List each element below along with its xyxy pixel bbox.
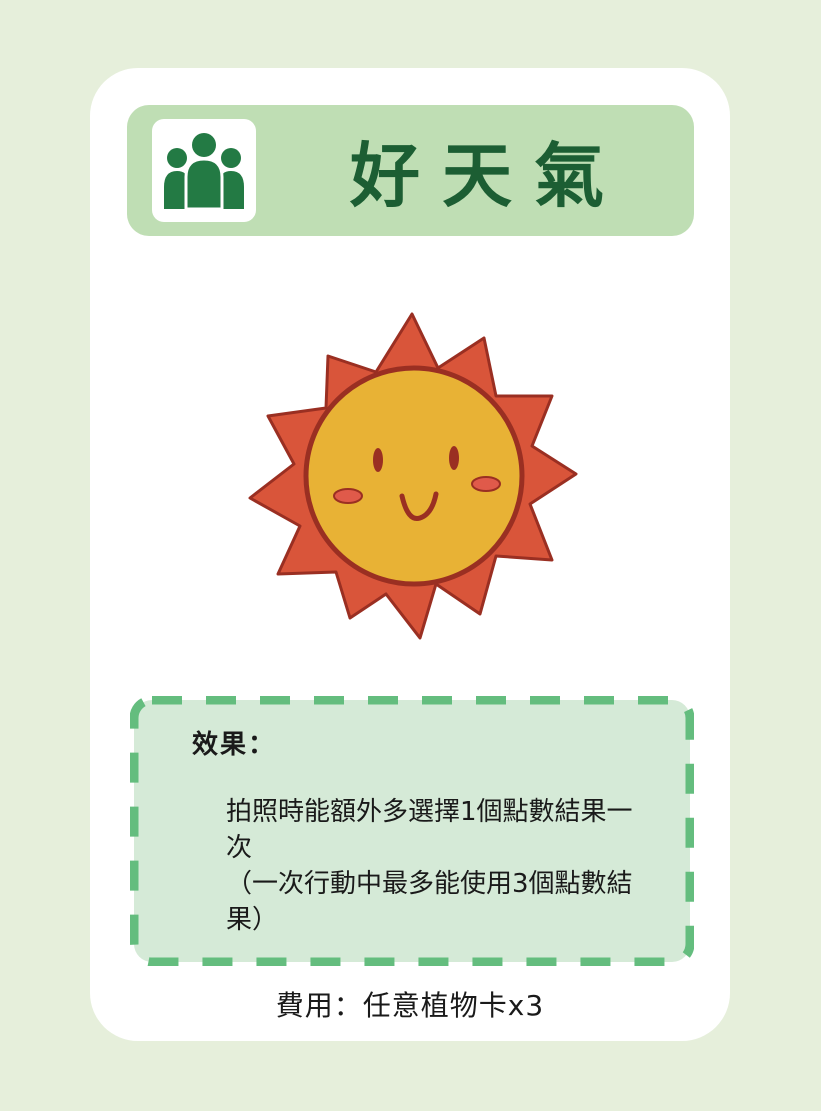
group-players-icon bbox=[164, 132, 244, 210]
sun-left-eye bbox=[373, 448, 383, 472]
sun-right-cheek bbox=[471, 476, 501, 492]
sun-face bbox=[303, 365, 525, 587]
effect-heading: 效果： bbox=[192, 730, 277, 760]
sun-smile bbox=[399, 491, 439, 522]
effect-box: 效果： 拍照時能額外多選擇1個點數結果一次 （一次行動中最多能使用3個點數結果） bbox=[130, 696, 694, 966]
smiling-sun-icon bbox=[240, 298, 585, 643]
player-badge bbox=[152, 119, 256, 222]
sun-left-cheek bbox=[333, 488, 363, 504]
cost-label: 費用：任意植物卡x3 bbox=[275, 989, 545, 1022]
sun-right-eye bbox=[449, 446, 459, 470]
effect-description: 拍照時能額外多選擇1個點數結果一次 （一次行動中最多能使用3個點數結果） bbox=[226, 797, 633, 935]
card-title: 好天氣 bbox=[350, 135, 626, 217]
title-bar: 好天氣 bbox=[127, 105, 694, 236]
card: 好天氣 效果： 拍照時能額外多選擇1個點數結果一次 （一次行動中最多能使用3個點… bbox=[90, 68, 730, 1041]
